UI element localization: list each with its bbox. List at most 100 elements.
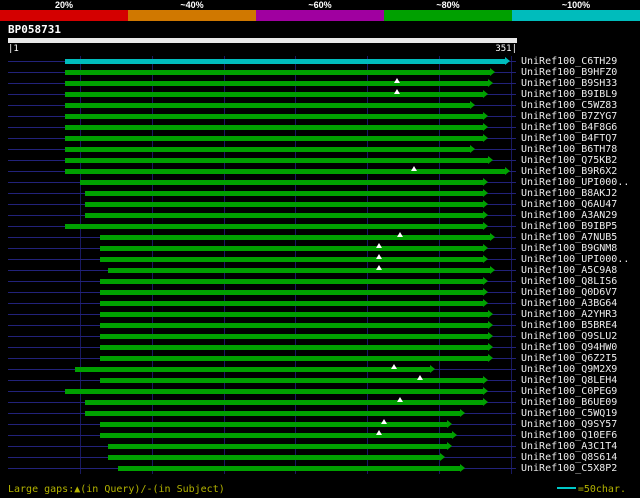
hit-label[interactable]: UniRef100_C5WQ19: [521, 408, 618, 419]
hit-label[interactable]: UniRef100_Q8LIS6: [521, 276, 618, 287]
hit-label[interactable]: UniRef100_A2YHR3: [521, 309, 618, 320]
hit-bar[interactable]: [100, 334, 488, 339]
hit-label[interactable]: UniRef100_B9R6X2: [521, 166, 618, 177]
hit-row: UniRef100_B7ZYG7: [0, 111, 640, 122]
hit-row: UniRef100_B4FTQ7: [0, 133, 640, 144]
hit-bar[interactable]: [100, 356, 488, 361]
hit-label[interactable]: UniRef100_Q9SY57: [521, 419, 618, 430]
hit-label[interactable]: UniRef100_A3AN29: [521, 210, 618, 221]
hit-bar[interactable]: [108, 444, 447, 449]
hit-bar[interactable]: [100, 301, 483, 306]
grid-line: [367, 56, 368, 474]
hit-label[interactable]: UniRef100_A5C9A8: [521, 265, 618, 276]
hit-bar[interactable]: [108, 455, 440, 460]
hit-label[interactable]: UniRef100_A3BG64: [521, 298, 618, 309]
hit-label[interactable]: UniRef100_B6TH78: [521, 144, 618, 155]
hit-bar[interactable]: [65, 114, 483, 119]
hit-label[interactable]: UniRef100_Q94HW0: [521, 342, 618, 353]
hit-label[interactable]: UniRef100_A7NUB5: [521, 232, 618, 243]
hit-label[interactable]: UniRef100_B9HFZ0: [521, 67, 618, 78]
hit-row: UniRef100_Q6AU47: [0, 199, 640, 210]
hit-label[interactable]: UniRef100_B4F8G6: [521, 122, 618, 133]
hit-label[interactable]: UniRef100_Q75KB2: [521, 155, 618, 166]
hit-bar[interactable]: [65, 136, 483, 141]
hit-label[interactable]: UniRef100_UPI000..: [521, 177, 630, 188]
hit-bar[interactable]: [118, 466, 460, 471]
hit-bar[interactable]: [100, 378, 483, 383]
hit-bar[interactable]: [65, 169, 505, 174]
hit-bar[interactable]: [85, 213, 483, 218]
hit-bar[interactable]: [100, 279, 483, 284]
hit-label[interactable]: UniRef100_UPI000..: [521, 254, 630, 265]
hit-label[interactable]: UniRef100_Q10EF6: [521, 430, 618, 441]
query-ruler-labels: |1 351|: [8, 44, 517, 54]
scale-segment-swatch: [512, 10, 640, 21]
hit-label[interactable]: UniRef100_C5WZ83: [521, 100, 618, 111]
hit-bar[interactable]: [100, 290, 483, 295]
hit-label[interactable]: UniRef100_Q9M2X9: [521, 364, 618, 375]
hit-label[interactable]: UniRef100_B6UE09: [521, 397, 618, 408]
hit-bar[interactable]: [65, 59, 505, 64]
footer-legend: Large gaps:▲(in Query)/-(in Subject) =50…: [8, 483, 632, 497]
hit-row: UniRef100_A7NUB5: [0, 232, 640, 243]
hit-label[interactable]: UniRef100_Q8LEH4: [521, 375, 618, 386]
hit-bar[interactable]: [85, 202, 483, 207]
scale-dash-icon: [556, 487, 576, 489]
hit-row: UniRef100_B9R6X2: [0, 166, 640, 177]
hit-bar[interactable]: [100, 422, 447, 427]
hit-bar[interactable]: [65, 224, 483, 229]
hit-arrowhead-icon: [483, 299, 488, 307]
hit-label[interactable]: UniRef100_Q8S614: [521, 452, 618, 463]
hit-bar[interactable]: [85, 400, 483, 405]
hit-bar[interactable]: [100, 345, 488, 350]
hit-row: UniRef100_B9HFZ0: [0, 67, 640, 78]
hit-label[interactable]: UniRef100_Q9SLU2: [521, 331, 618, 342]
hit-label[interactable]: UniRef100_C0PEG9: [521, 386, 618, 397]
scale-legend-text: =50char.: [577, 484, 626, 495]
gap-triangle-icon: [411, 166, 417, 171]
hit-label[interactable]: UniRef100_Q6AU47: [521, 199, 618, 210]
large-gaps-legend: Large gaps:▲(in Query)/-(in Subject): [8, 484, 225, 495]
hit-label[interactable]: UniRef100_B7ZYG7: [521, 111, 618, 122]
query-title: BP058731: [8, 23, 61, 36]
scale-segment-label: ~100%: [561, 0, 591, 10]
hit-bar[interactable]: [65, 92, 483, 97]
hit-bar[interactable]: [65, 389, 483, 394]
hit-label[interactable]: UniRef100_B4FTQ7: [521, 133, 618, 144]
hit-label[interactable]: UniRef100_Q6Z2I5: [521, 353, 618, 364]
hit-bar[interactable]: [100, 246, 483, 251]
hit-bar[interactable]: [100, 312, 488, 317]
hit-bar[interactable]: [108, 268, 490, 273]
hit-bar[interactable]: [85, 191, 483, 196]
hit-bar[interactable]: [100, 433, 452, 438]
hit-label[interactable]: UniRef100_B9IBP5: [521, 221, 618, 232]
hit-bar[interactable]: [65, 147, 470, 152]
hit-arrowhead-icon: [483, 211, 488, 219]
hit-bar[interactable]: [75, 367, 430, 372]
hit-bar[interactable]: [65, 70, 490, 75]
hit-label[interactable]: UniRef100_A3C1T4: [521, 441, 618, 452]
hit-bar[interactable]: [65, 158, 488, 163]
hit-bar[interactable]: [65, 125, 483, 130]
hit-bar[interactable]: [65, 103, 470, 108]
hit-bar[interactable]: [100, 257, 483, 262]
hit-bar[interactable]: [85, 411, 460, 416]
hit-row: UniRef100_B8AKJ2: [0, 188, 640, 199]
hit-label[interactable]: UniRef100_B9IBL9: [521, 89, 618, 100]
hit-row: UniRef100_Q9SLU2: [0, 331, 640, 342]
hit-bar[interactable]: [100, 323, 488, 328]
hit-label[interactable]: UniRef100_B5BRE4: [521, 320, 618, 331]
hit-bar[interactable]: [80, 180, 483, 185]
hit-bar[interactable]: [65, 81, 488, 86]
hit-row: UniRef100_Q9SY57: [0, 419, 640, 430]
hit-label[interactable]: UniRef100_B9GNM8: [521, 243, 618, 254]
identity-scale-segment: 20%: [0, 0, 128, 21]
hit-bar[interactable]: [100, 235, 490, 240]
hit-arrowhead-icon: [483, 398, 488, 406]
hit-label[interactable]: UniRef100_Q0D6V7: [521, 287, 618, 298]
ruler-start-label: |1: [8, 44, 19, 54]
hit-label[interactable]: UniRef100_C6TH29: [521, 56, 618, 67]
hit-label[interactable]: UniRef100_B8AKJ2: [521, 188, 618, 199]
hit-label[interactable]: UniRef100_C5X8P2: [521, 463, 618, 474]
hit-label[interactable]: UniRef100_B9SH33: [521, 78, 618, 89]
